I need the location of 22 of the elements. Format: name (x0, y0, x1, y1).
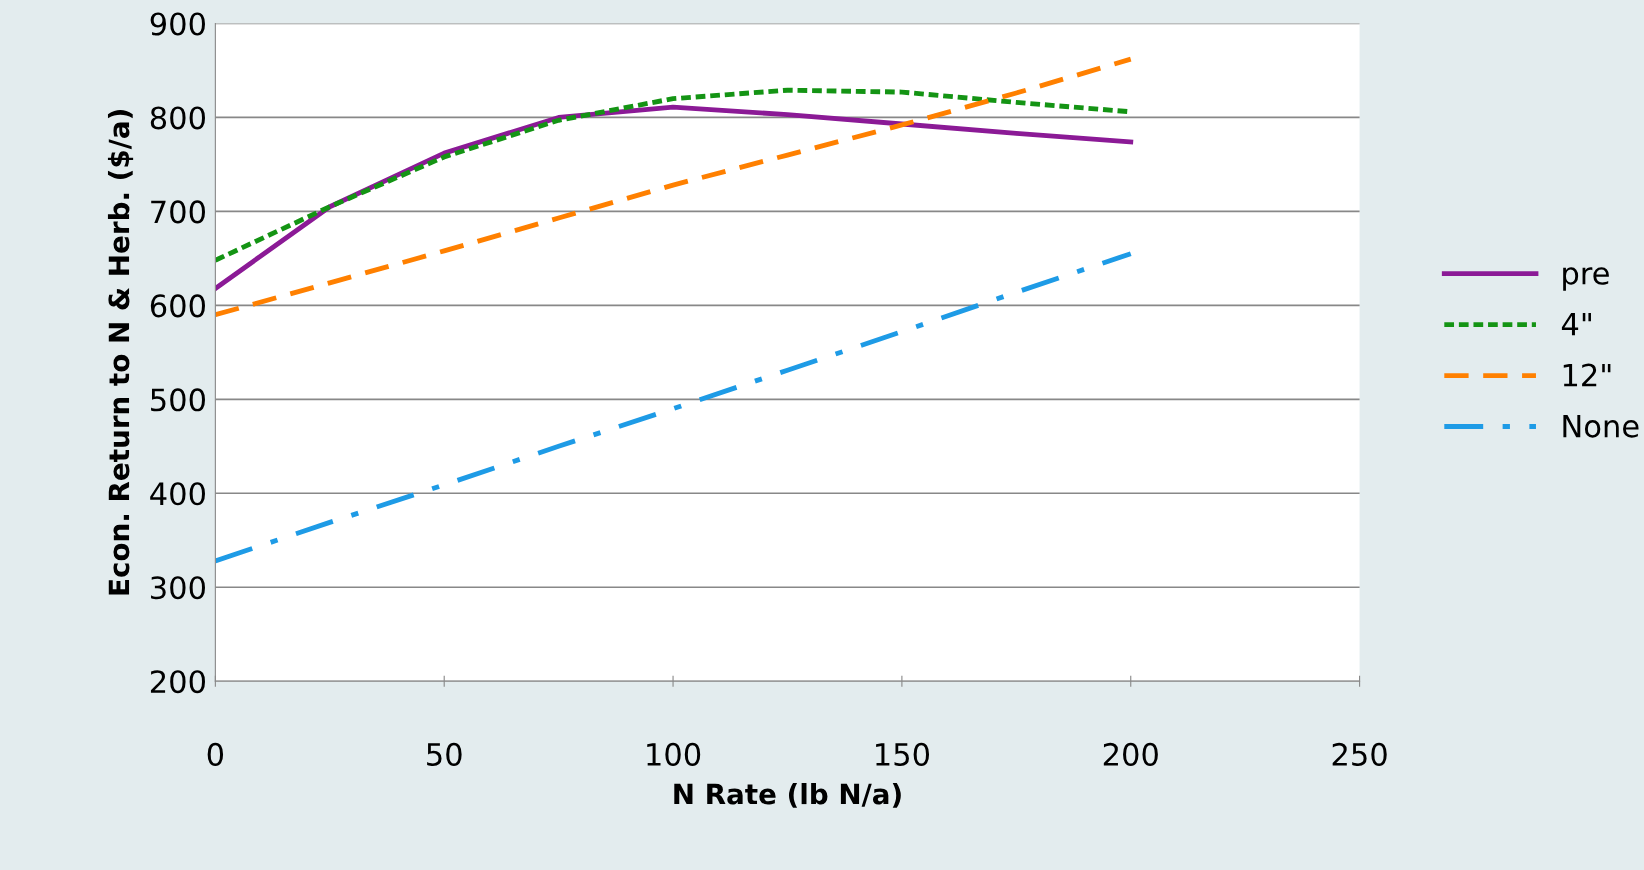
y-axis-title: Econ. Return to N & Herb. ($/a) (107, 110, 134, 595)
y-tick-label: 300 (151, 576, 205, 600)
legend-label: None (1563, 414, 1639, 438)
y-tick-label: 400 (150, 482, 205, 506)
x-tick-label: 0 (207, 742, 224, 766)
legend-label: 4" (1561, 313, 1591, 336)
x-tick-label: 50 (427, 742, 462, 766)
y-tick-label: 700 (151, 200, 205, 224)
y-tick-label: 200 (150, 670, 205, 694)
x-tick-label: 250 (1332, 742, 1387, 766)
line-series (215, 251, 1134, 564)
x-tick-label: 200 (1103, 742, 1158, 766)
legend-label: 12" (1563, 363, 1611, 387)
x-axis-title: N Rate (lb N/a) (674, 783, 901, 808)
y-tick-label: 900 (150, 12, 205, 36)
y-tick-label: 600 (150, 294, 205, 318)
legend-label: pre (1563, 267, 1609, 291)
y-tick-label: 800 (150, 106, 205, 130)
x-tick-label: 150 (876, 742, 930, 766)
line-series (215, 56, 1134, 318)
y-tick-label: 500 (151, 388, 205, 412)
x-tick-label: 100 (647, 742, 701, 766)
